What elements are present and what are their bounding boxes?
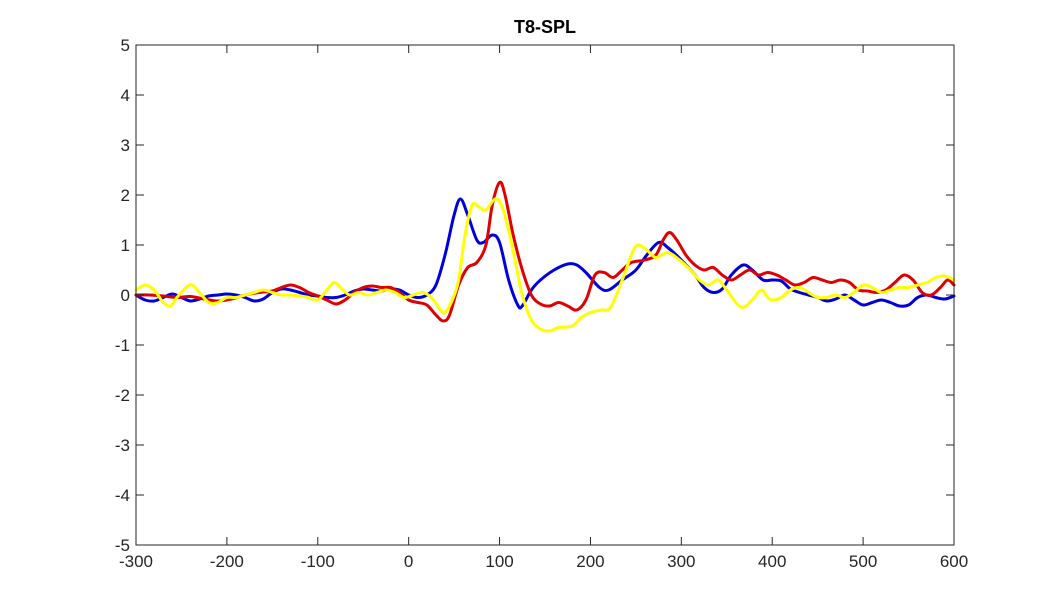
series-line-1: [134, 197, 956, 310]
y-tick-label: -3: [115, 436, 130, 455]
x-axis: -300 -200 -100 0 100 200 300 400 500 600: [119, 45, 968, 571]
y-tick-label: -2: [115, 386, 130, 405]
y-axis: -5 -4 -3 -2 -1 0 1 2 3 4 5: [115, 36, 954, 555]
chart-title: T8-SPL: [514, 17, 576, 37]
x-tick-label: 0: [404, 552, 413, 571]
y-tick-label: 1: [121, 236, 130, 255]
y-tick-label: -4: [115, 486, 130, 505]
x-tick-label: 500: [849, 552, 877, 571]
x-tick-label: 300: [667, 552, 695, 571]
y-tick-label: 4: [121, 86, 130, 105]
y-tick-label: 3: [121, 136, 130, 155]
series-line-2: [134, 180, 956, 323]
x-tick-label: 600: [940, 552, 968, 571]
y-tick-label: 2: [121, 186, 130, 205]
x-tick-label: -100: [301, 552, 335, 571]
x-tick-label: -200: [210, 552, 244, 571]
y-tick-label: -1: [115, 336, 130, 355]
x-tick-label: 200: [576, 552, 604, 571]
series-layer: [134, 180, 956, 333]
x-tick-label: 100: [485, 552, 513, 571]
y-tick-label: 5: [121, 36, 130, 55]
series-line-3: [134, 197, 956, 333]
y-tick-label: -5: [115, 536, 130, 555]
x-tick-label: 400: [758, 552, 786, 571]
y-tick-label: 0: [121, 286, 130, 305]
x-tick-label: -300: [119, 552, 153, 571]
